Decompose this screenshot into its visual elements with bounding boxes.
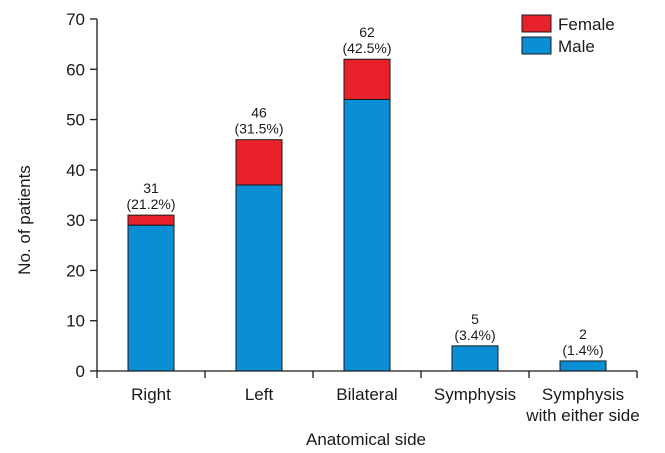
y-axis-title: No. of patients [15,165,34,275]
bar-segment-male [343,98,391,372]
y-tick-label: 60 [66,60,85,79]
y-tick-label: 50 [66,111,85,130]
bar-segment-female [235,139,283,186]
y-tick-label: 20 [66,261,85,280]
legend-label-male: Male [558,37,595,56]
data-label-percent: (21.2%) [126,196,175,212]
plot-area: 31(21.2%) 46(31.5%) 62(42.5%) 5(3.4%) 2(1.4%… [126,24,607,372]
legend-swatch-male [521,36,552,55]
data-label-total: 62 [359,24,375,40]
bar-segment-female [343,58,391,100]
data-label-percent: (1.4%) [562,342,603,358]
y-tick-label: 30 [66,211,85,230]
data-label-percent: (31.5%) [234,121,283,137]
data-label-total: 46 [251,105,267,121]
bar-segment-male [235,184,283,372]
legend-label-female: Female [558,15,615,34]
y-axis: 0 10 20 30 40 50 60 70 [66,10,98,381]
legend: Female Male [521,14,615,56]
y-tick-label: 10 [66,312,85,331]
x-tick-label: Right [131,385,171,404]
bar-segment-female [127,214,175,226]
data-label-total: 31 [143,180,159,196]
bar-segment-male [451,345,499,372]
data-label-total: 2 [579,326,587,342]
x-tick-label: Left [245,385,274,404]
bar-segment-male [127,224,175,372]
x-axis-title: Anatomical side [306,430,426,449]
y-tick-label: 70 [66,10,85,29]
data-label-total: 5 [471,311,479,327]
legend-swatch-female [521,14,552,33]
x-tick-label: Symphysis [542,385,624,404]
y-tick-label: 0 [76,362,85,381]
data-label-percent: (42.5%) [342,40,391,56]
data-label-percent: (3.4%) [454,327,495,343]
y-tick-label: 40 [66,161,85,180]
x-tick-label: Bilateral [336,385,397,404]
x-tick-label: Symphysis [434,385,516,404]
x-tick-label: with either side [525,406,639,425]
x-axis: Right Left Bilateral Symphysis Symphysis with… [96,370,640,425]
bar-segment-male [559,360,607,372]
